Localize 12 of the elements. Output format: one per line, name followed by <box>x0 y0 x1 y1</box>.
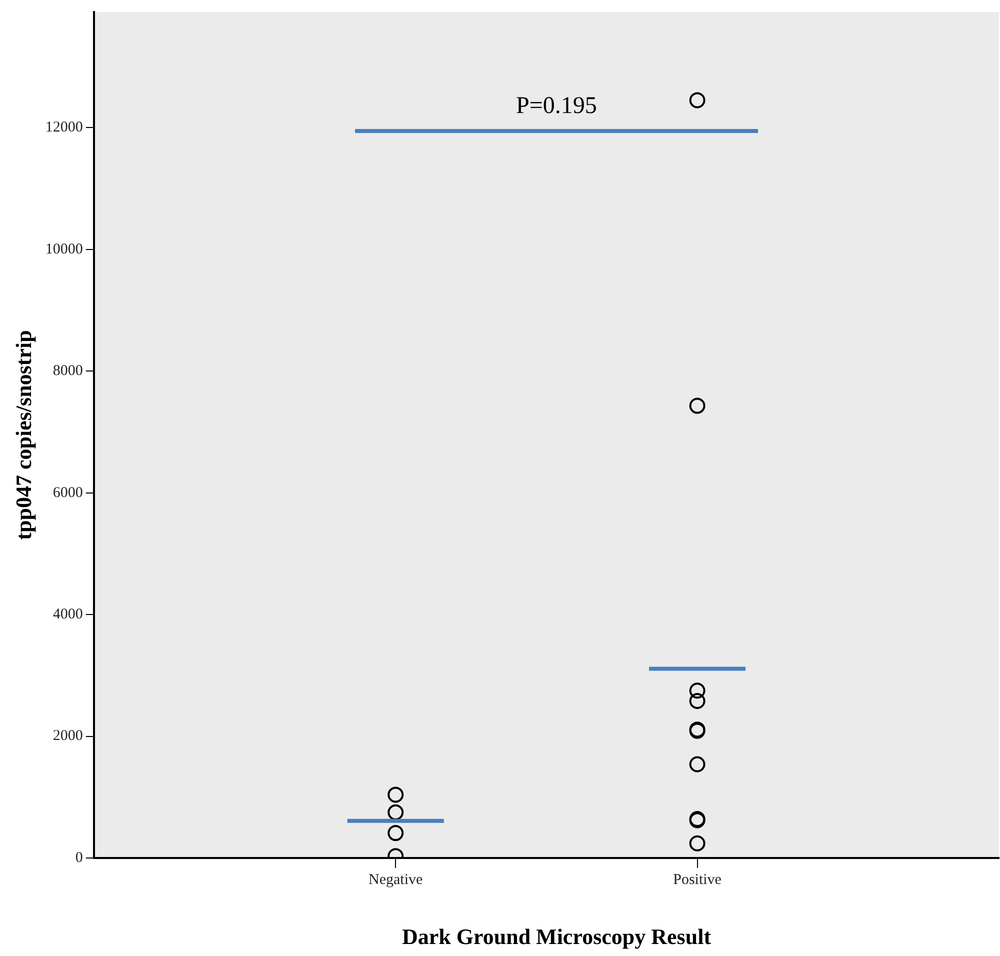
y-tick-label: 10000 <box>45 241 83 258</box>
y-axis-title: tpp047 copies/snostrip <box>10 330 36 540</box>
y-tick-label: 8000 <box>52 363 83 380</box>
y-tick-label: 6000 <box>52 484 83 501</box>
x-axis-title: Dark Ground Microscopy Result <box>400 924 712 950</box>
y-tick-label: 2000 <box>52 728 83 744</box>
y-tick-label: 12000 <box>45 120 83 136</box>
x-tick-label: Positive <box>673 872 722 888</box>
y-tick-label: 4000 <box>52 606 83 622</box>
x-tick-label: Negative <box>368 872 424 888</box>
annotation: P=0.195 <box>515 93 598 120</box>
y-tick-label: 0 <box>75 850 83 866</box>
